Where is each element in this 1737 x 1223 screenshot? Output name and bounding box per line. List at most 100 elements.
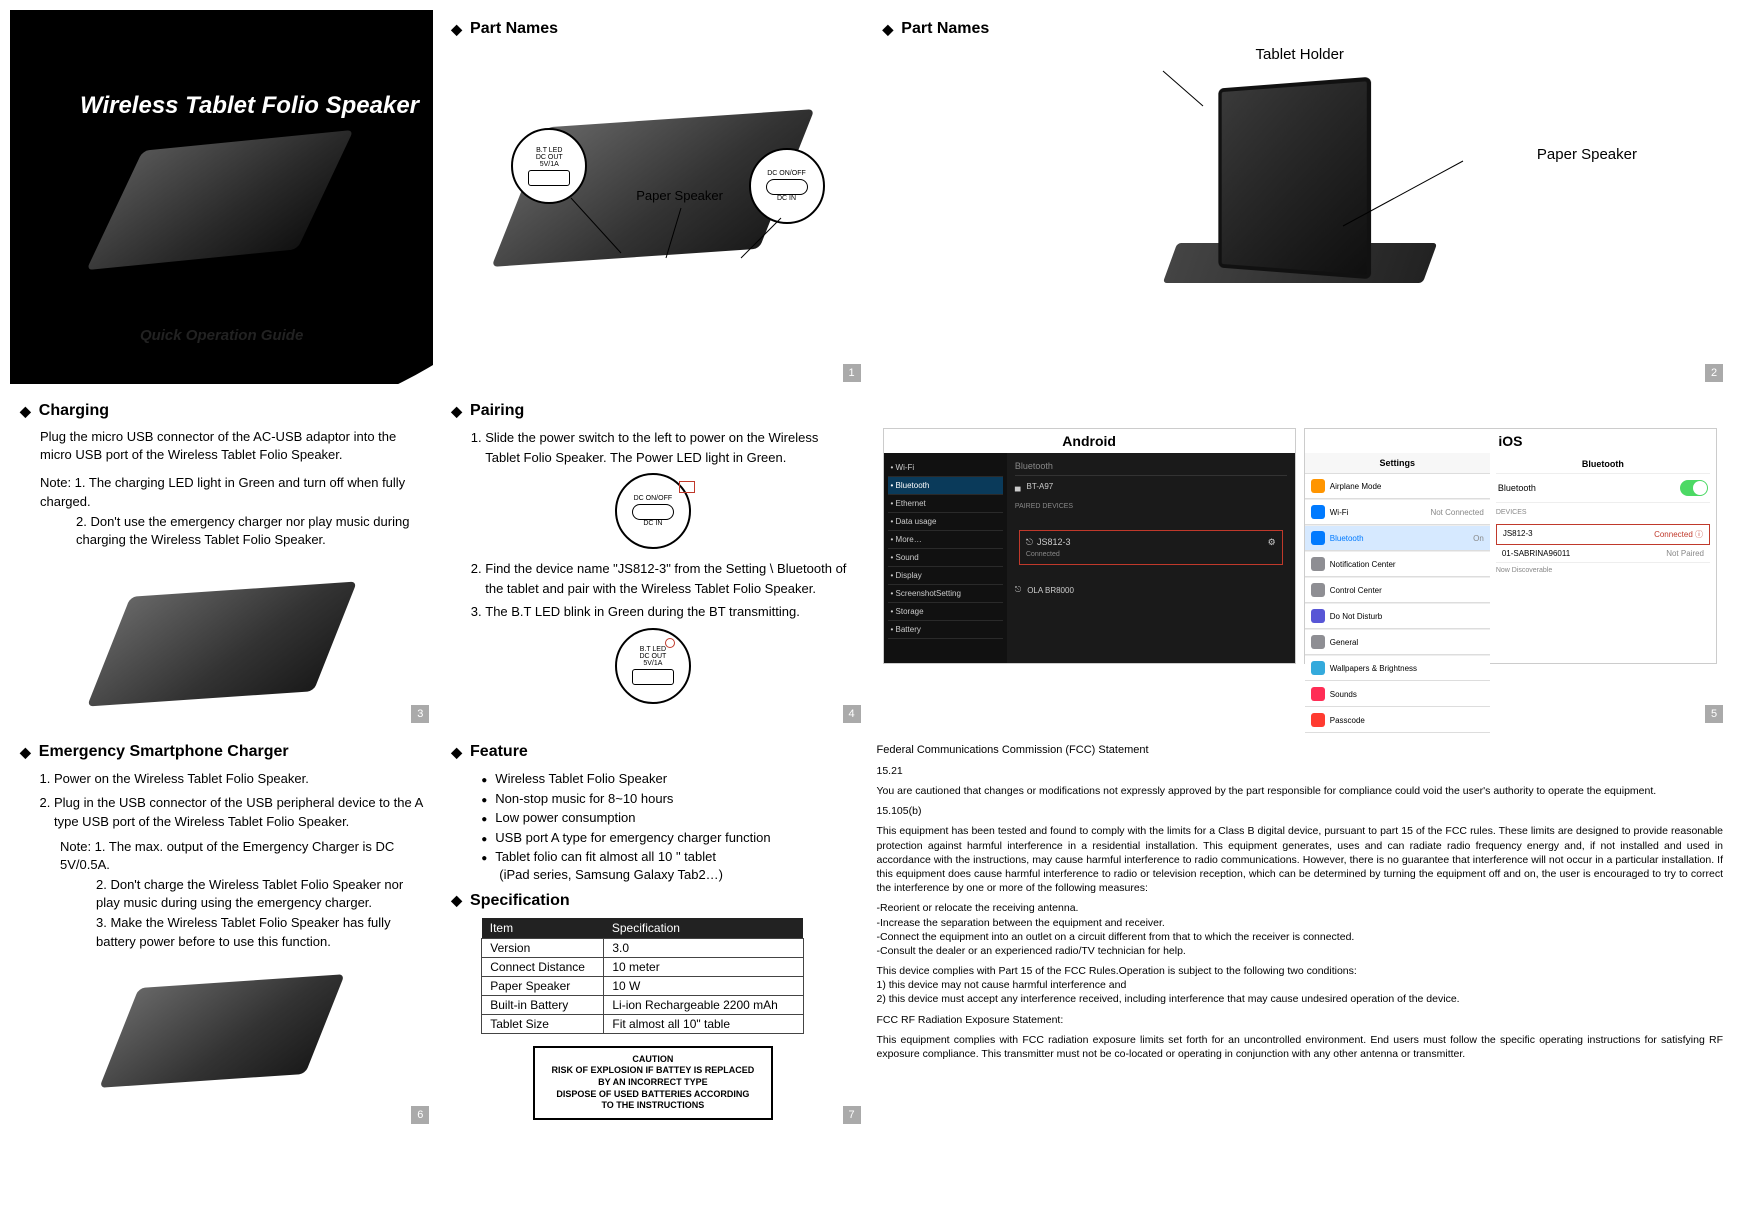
ios-row-label: Bluetooth [1330, 534, 1473, 543]
feature-item: Low power consumption [481, 808, 854, 828]
spec-row: Version3.0 [482, 938, 804, 957]
android-screenshot: Android • Wi-Fi• Bluetooth• Ethernet• Da… [883, 428, 1296, 664]
page-number-1: 1 [843, 364, 861, 382]
spec-th-spec: Specification [604, 918, 803, 939]
part-names-diagram-2: Tablet Holder Paper Speaker [883, 46, 1718, 306]
ios-row-icon [1311, 557, 1325, 571]
fcc-m1: -Reorient or relocate the receiving ante… [877, 902, 1079, 914]
ios-bt-header: Bluetooth [1496, 459, 1710, 474]
emergency-note-1: Note: 1. The max. output of the Emergenc… [60, 838, 423, 874]
ios-side-row: General [1305, 630, 1490, 655]
pairing-circle-1-wrap: DC ON/OFF DC IN [451, 473, 854, 553]
tablet-screen [1218, 77, 1371, 280]
paper-speaker-label-1: Paper Speaker [636, 188, 723, 203]
emergency-heading: Emergency Smartphone Charger [20, 743, 423, 761]
dconoff-label: DC ON/OFF [767, 170, 806, 177]
pairing-panel: Pairing Slide the power switch to the le… [441, 392, 864, 725]
pairing-step-1: Slide the power switch to the left to po… [485, 428, 854, 467]
android-side-item: • ScreenshotSetting [888, 585, 1003, 603]
ios-screenshot: iOS Settings Airplane Mode Wi-FiNot Conne… [1304, 428, 1717, 664]
spec-th-item: Item [482, 918, 604, 939]
cover-panel: Wireless Tablet Folio Speaker Quick Oper… [10, 10, 433, 384]
ios-conn-name: JS812-3 [1503, 529, 1533, 540]
spec-cell: Fit almost all 10" table [604, 1014, 803, 1033]
feature-heading: Feature [451, 743, 854, 761]
ios-row-label: Control Center [1330, 586, 1484, 595]
pairing-step-3: The B.T LED blink in Green during the BT… [485, 602, 854, 622]
part-names-panel-2: Part Names Tablet Holder Paper Speaker 2 [873, 10, 1728, 384]
ios-conn-status: Connected ⓘ [1654, 529, 1703, 540]
ios-row-icon [1311, 505, 1325, 519]
android-connected-device: ⎋JS812-3Connected ⚙ [1019, 530, 1283, 565]
cover-title: Wireless Tablet Folio Speaker [80, 92, 419, 120]
android-side-item: • Wi-Fi [888, 459, 1003, 477]
android-side-item: • Sound [888, 549, 1003, 567]
callout-dcin: DC ON/OFF DC IN [749, 148, 825, 224]
pair-dcin: DC IN [643, 520, 662, 527]
ios-row-label: General [1330, 638, 1484, 647]
microusb-icon [766, 179, 808, 195]
ios-bt-toggle-label: Bluetooth [1498, 483, 1536, 493]
emergency-panel: Emergency Smartphone Charger Power on th… [10, 733, 433, 1126]
standing-tablet-illustration [1170, 83, 1430, 283]
page-number-2: 2 [1705, 364, 1723, 382]
pair-dcout: DC OUT 5V/1A [639, 653, 666, 667]
android-mydevice: BT-A97 [1027, 482, 1054, 491]
ios-row-icon [1311, 661, 1325, 675]
pairing-heading: Pairing [451, 402, 854, 420]
btled-label: B.T LED [536, 147, 562, 154]
page-number-3: 3 [411, 705, 429, 723]
port-icon [528, 170, 570, 186]
ios-row-right: On [1473, 534, 1484, 543]
pairing-circle-2-wrap: B.T LED DC OUT 5V/1A [451, 628, 854, 708]
android-side-item: • Display [888, 567, 1003, 585]
ios-side-row: Wi-FiNot Connected [1305, 500, 1490, 525]
spec-row: Built-in BatteryLi-ion Rechargeable 2200… [482, 995, 804, 1014]
spec-cell: Connect Distance [482, 957, 604, 976]
ios-settings-header: Settings [1305, 453, 1490, 474]
ios-body: Settings Airplane Mode Wi-FiNot Connected… [1305, 453, 1716, 663]
ios-row-label: Passcode [1330, 716, 1484, 725]
ios-title: iOS [1305, 429, 1716, 453]
ios-row-right: Not Connected [1430, 508, 1483, 517]
settings-small-icon: ⚙ [1268, 537, 1276, 558]
android-side-item: • Ethernet [888, 495, 1003, 513]
android-side-item: • Storage [888, 603, 1003, 621]
fcc-p1: You are cautioned that changes or modifi… [877, 784, 1724, 798]
pair-microusb-icon [632, 504, 674, 520]
page-number-6: 6 [411, 1106, 429, 1124]
feature-subline: (iPad series, Samsung Galaxy Tab2…) [499, 867, 854, 882]
android-paired-label: PAIRED DEVICES [1015, 503, 1287, 510]
os-row: Android • Wi-Fi• Bluetooth• Ethernet• Da… [883, 428, 1718, 664]
pair-dconoff: DC ON/OFF [634, 495, 673, 502]
emergency-steps: Power on the Wireless Tablet Folio Speak… [54, 769, 423, 832]
spec-row: Paper Speaker10 W [482, 976, 804, 995]
spec-row: Connect Distance10 meter [482, 957, 804, 976]
ios-main: Bluetooth Bluetooth DEVICES JS812-3 Conn… [1490, 453, 1716, 663]
cover-subtitle: Quick Operation Guide [10, 327, 433, 344]
ios-other-name: 01-SABRINA96011 [1502, 549, 1570, 558]
android-side-item: • More… [888, 531, 1003, 549]
fcc-m3: -Connect the equipment into an outlet on… [877, 931, 1355, 943]
charging-panel: Charging Plug the micro USB connector of… [10, 392, 433, 725]
pairing-steps-2: Find the device name "JS812-3" from the … [485, 559, 854, 622]
spec-cell: Li-ion Rechargeable 2200 mAh [604, 995, 803, 1014]
charging-note-2: 2. Don't use the emergency charger nor p… [76, 513, 423, 549]
ios-row-label: Do Not Disturb [1330, 612, 1484, 621]
caution-l1: CAUTION [541, 1054, 765, 1066]
ios-footer: Now Discoverable [1496, 567, 1710, 574]
android-title: Android [884, 429, 1295, 453]
spec-cell: Tablet Size [482, 1014, 604, 1033]
part-names-heading-2: Part Names [883, 20, 1718, 38]
ios-row-label: Airplane Mode [1330, 482, 1484, 491]
caution-l4: DISPOSE OF USED BATTERIES ACCORDING [541, 1089, 765, 1101]
spec-cell: 10 W [604, 976, 803, 995]
spec-cell: 10 meter [604, 957, 803, 976]
charging-intro: Plug the micro USB connector of the AC-U… [40, 428, 423, 464]
emergency-illustration [99, 974, 345, 1088]
spec-cell: Version [482, 938, 604, 957]
ios-side-row: Control Center [1305, 578, 1490, 603]
part-names-panel-1: Part Names B.T LED DC OUT 5V/1A DC ON/OF… [441, 10, 864, 384]
android-main: Bluetooth ▄BT-A97 PAIRED DEVICES ⎋JS812-… [1007, 453, 1295, 663]
ios-row-icon [1311, 479, 1325, 493]
